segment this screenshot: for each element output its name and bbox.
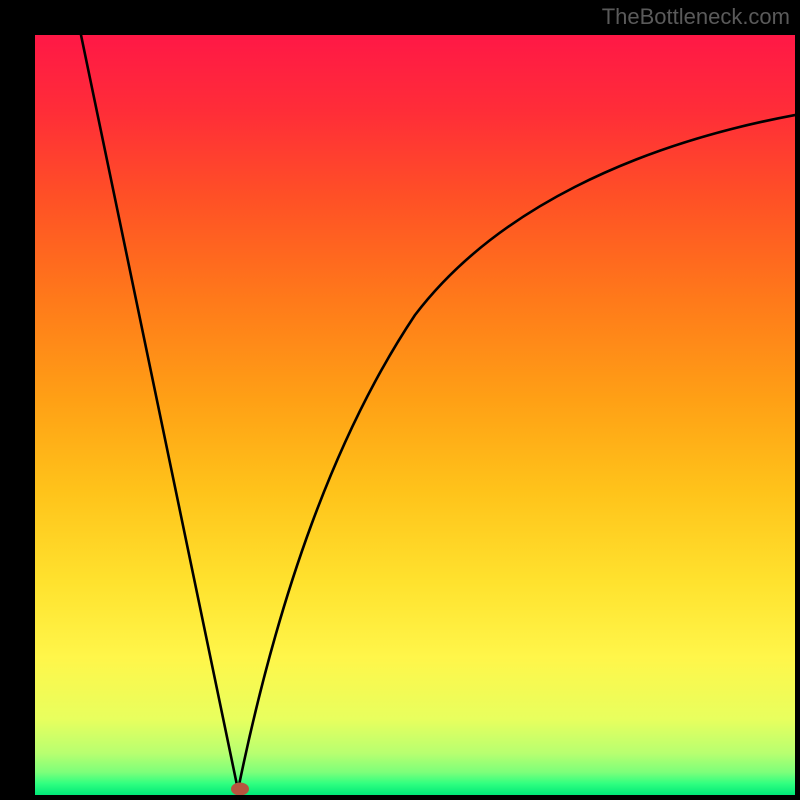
plot-area <box>35 35 795 795</box>
minimum-marker <box>231 783 249 796</box>
watermark-text: TheBottleneck.com <box>602 4 790 30</box>
bottleneck-curve <box>35 35 795 795</box>
